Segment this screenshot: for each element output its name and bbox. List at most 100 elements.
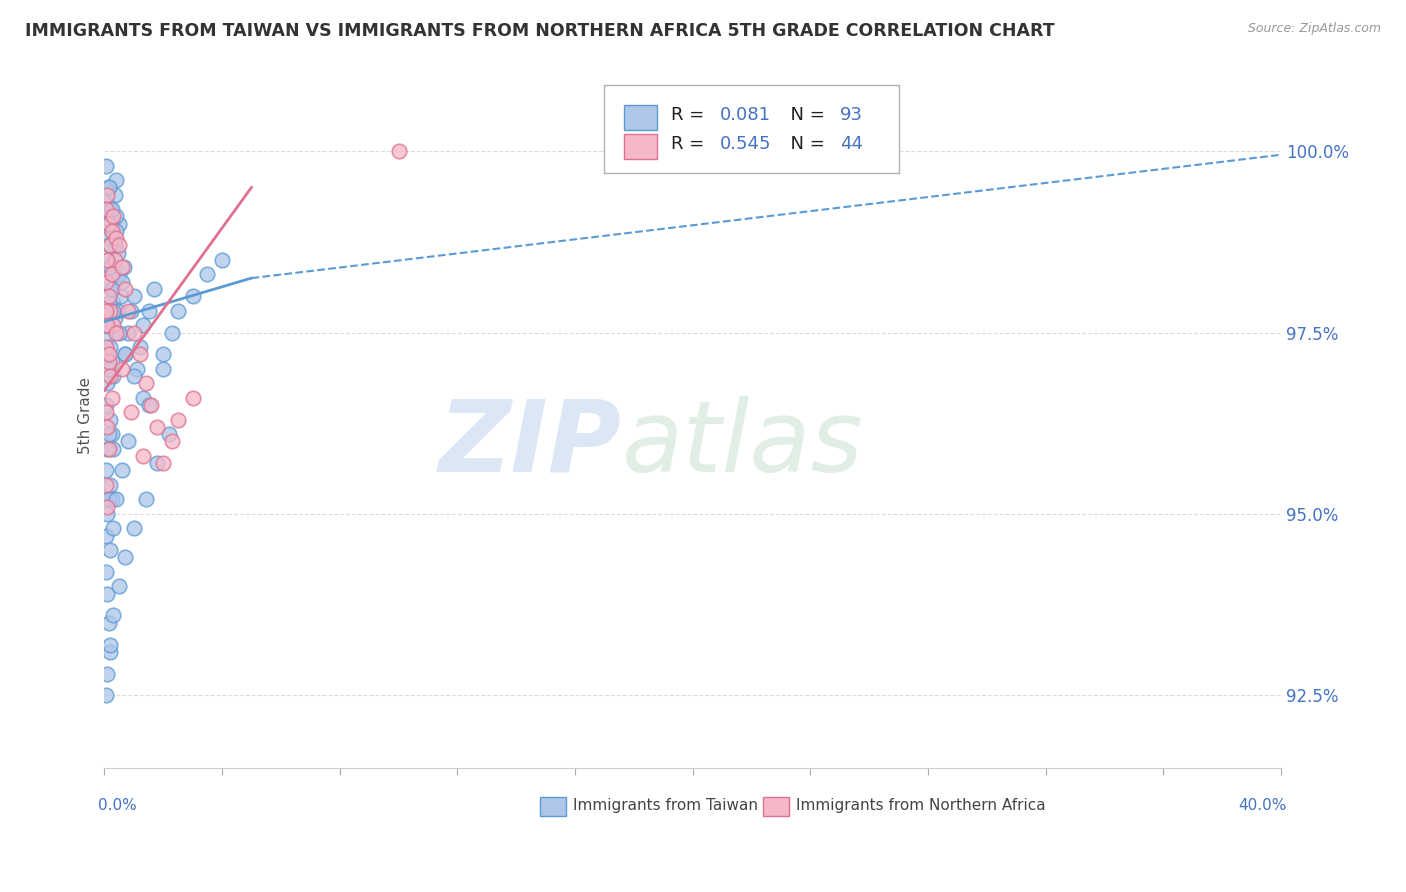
Point [96,252,118,267]
Point [94,478,117,492]
Point [97,427,120,442]
Point [97,238,120,252]
Point [97,354,120,368]
Text: R =: R = [672,106,710,125]
Point [122,521,145,535]
Point [103,608,125,623]
FancyBboxPatch shape [763,797,789,815]
Point [98,478,121,492]
Point [97,289,120,303]
Point [97,296,120,310]
Point [97,347,120,361]
Point [94,529,117,543]
Text: 0.545: 0.545 [720,135,772,153]
Point [128,340,150,354]
Point [100,492,122,507]
Point [181,289,204,303]
Point [138,303,160,318]
Point [100,202,122,216]
Point [160,326,183,340]
Point [100,224,122,238]
Text: Immigrants from Northern Africa: Immigrants from Northern Africa [796,798,1046,814]
Point [97,615,120,630]
Point [97,180,120,194]
Point [152,361,174,376]
Point [97,217,120,231]
Point [146,420,169,434]
Point [152,456,174,470]
Text: Source: ZipAtlas.com: Source: ZipAtlas.com [1247,22,1381,36]
Point [146,456,169,470]
Point [94,210,117,224]
Point [98,238,121,252]
Point [98,369,121,384]
Point [98,340,121,354]
Point [103,210,125,224]
Point [100,282,122,296]
Point [103,521,125,535]
Point [108,268,131,282]
Point [122,369,145,384]
Point [104,252,127,267]
Point [211,252,233,267]
Point [143,282,166,296]
Point [98,303,121,318]
Point [157,427,180,442]
Point [135,376,157,391]
Point [195,268,218,282]
Point [96,187,118,202]
Point [120,405,142,419]
Point [103,296,125,310]
Point [108,326,131,340]
Text: 40.0%: 40.0% [1239,798,1286,814]
Point [98,202,121,216]
Point [100,427,122,442]
Point [94,405,117,419]
Point [111,260,134,275]
Point [114,550,136,565]
FancyBboxPatch shape [540,797,565,815]
Point [111,275,134,289]
Point [98,412,121,426]
Point [114,347,136,361]
Point [128,347,150,361]
Point [105,210,128,224]
Point [100,217,122,231]
Point [96,507,118,521]
Point [94,202,117,216]
Point [96,587,118,601]
Point [160,434,183,449]
Point [96,318,118,333]
Point [107,303,129,318]
FancyBboxPatch shape [624,105,658,129]
Point [97,442,120,456]
Point [97,180,120,194]
Point [120,303,142,318]
Point [100,391,122,405]
Point [100,282,122,296]
Point [100,354,122,368]
Point [387,144,409,158]
Point [103,231,125,245]
Point [117,326,139,340]
Point [107,245,129,260]
Point [111,463,134,477]
Point [103,303,125,318]
Point [141,398,163,412]
Point [114,282,136,296]
Point [97,361,120,376]
Point [105,326,128,340]
Point [94,275,117,289]
Point [105,224,128,238]
Point [138,398,160,412]
Text: 44: 44 [839,135,863,153]
Point [97,492,120,507]
Point [98,638,121,652]
Text: ZIP: ZIP [439,396,621,492]
Point [94,202,117,216]
Point [167,412,190,426]
Point [110,289,132,303]
FancyBboxPatch shape [605,85,898,173]
Point [167,303,190,318]
Text: 93: 93 [839,106,863,125]
